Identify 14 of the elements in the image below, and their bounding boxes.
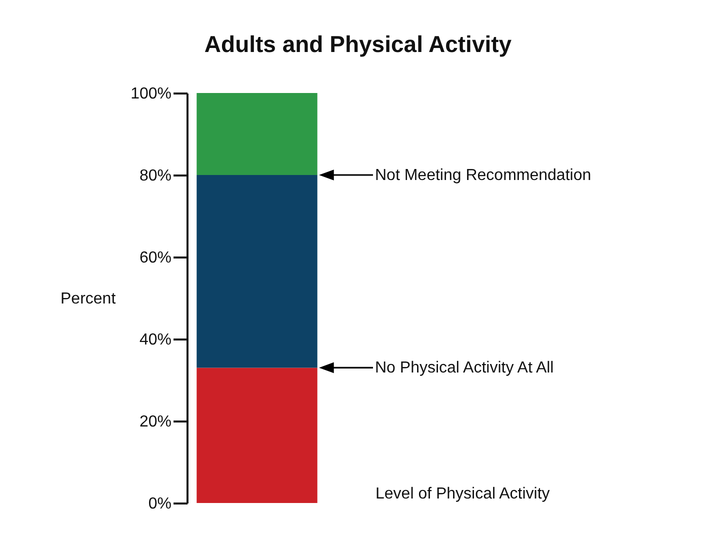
text: No Physical Activity At All [375, 360, 554, 377]
y-tick-label: 100% [130, 86, 172, 102]
bar [196, 368, 318, 503]
bar [196, 93, 318, 175]
chart-title: Adults and Physical Activity [204, 31, 512, 57]
y-tick-label: 20% [139, 414, 172, 430]
y-tick-label: 80% [139, 168, 172, 184]
x-axis-title: Level of Physical Activity [376, 486, 550, 502]
y-tick-label: 60% [139, 250, 172, 266]
bar [196, 175, 318, 368]
y-tick-label: 0% [148, 496, 172, 512]
y-axis-title: Percent [60, 290, 116, 308]
y-tick-label: 40% [139, 332, 172, 348]
text: Not Meeting Recommendation [375, 167, 592, 184]
